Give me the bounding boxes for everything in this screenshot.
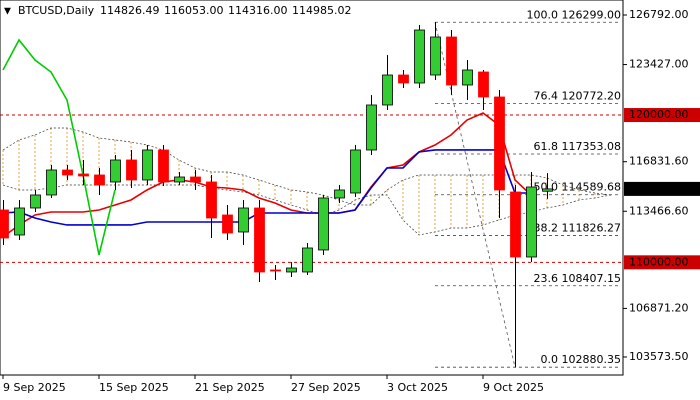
candle-body bbox=[110, 159, 121, 183]
header-value: 116053.00 bbox=[164, 4, 224, 17]
indicator-line bbox=[2, 38, 116, 256]
price-tag bbox=[624, 181, 700, 196]
candle-body bbox=[494, 96, 505, 191]
cloud-span-b bbox=[2, 184, 612, 236]
candle-body bbox=[14, 207, 25, 236]
header-value: 114826.49 bbox=[100, 4, 160, 17]
candle-body bbox=[0, 209, 9, 239]
plot-frame bbox=[0, 0, 624, 376]
level-tag bbox=[624, 255, 700, 270]
header-value: 114985.02 bbox=[292, 4, 352, 17]
candle-body bbox=[414, 29, 425, 84]
candle-body bbox=[126, 159, 137, 181]
candle-body bbox=[382, 74, 393, 106]
candle-body bbox=[238, 207, 249, 233]
candle-body bbox=[542, 188, 553, 192]
y-tick-label: 113466.60 bbox=[629, 204, 689, 217]
candle-body bbox=[142, 149, 153, 181]
candle-body bbox=[430, 36, 441, 76]
fib-label: 50.0 114589.68 bbox=[534, 181, 621, 194]
candle-body bbox=[446, 36, 457, 86]
fib-label: 61.8 117353.08 bbox=[534, 140, 621, 153]
x-tick-label: 15 Sep 2025 bbox=[99, 381, 169, 394]
level-tag-label: 110000.00 bbox=[629, 255, 689, 268]
candle-body bbox=[62, 169, 73, 176]
symbol: BTCUSD,Daily bbox=[18, 4, 95, 17]
x-tick-label: 27 Sep 2025 bbox=[291, 381, 361, 394]
candle-body bbox=[78, 173, 89, 177]
candle-body bbox=[318, 197, 329, 251]
y-tick-label: 126792.00 bbox=[629, 8, 689, 21]
candle-body bbox=[286, 267, 297, 273]
candle-body bbox=[254, 207, 265, 273]
fib-label: 100.0 126299.00 bbox=[527, 8, 621, 21]
x-tick-label: 21 Sep 2025 bbox=[195, 381, 265, 394]
x-tick-label: 9 Sep 2025 bbox=[3, 381, 66, 394]
candle-body bbox=[94, 174, 105, 186]
candle-body bbox=[334, 189, 345, 199]
candle-body bbox=[46, 169, 57, 196]
y-tick-label: 123427.00 bbox=[629, 58, 689, 71]
y-tick-label: 116831.60 bbox=[629, 155, 689, 168]
price-tag-label: 114985.02 bbox=[629, 182, 689, 195]
candle-body bbox=[526, 186, 537, 258]
candle-body bbox=[366, 104, 377, 151]
candle-body bbox=[158, 149, 169, 183]
level-tag-label: 120000.00 bbox=[629, 108, 689, 121]
candle-body bbox=[270, 269, 281, 272]
header-value: 114316.00 bbox=[228, 4, 288, 17]
candle-body bbox=[350, 149, 361, 194]
y-tick-label: 106871.20 bbox=[629, 301, 689, 314]
y-tick-label: 103573.50 bbox=[629, 350, 689, 363]
plot: 100.0 126299.00 76.4 120772.20 61.8 117353… bbox=[0, 8, 623, 368]
fib-label: 76.4 120772.20 bbox=[534, 90, 621, 103]
symbol-arrow: ▼ bbox=[4, 7, 11, 17]
candle-body bbox=[30, 194, 41, 209]
candle-body bbox=[174, 176, 185, 183]
cloud-span-a bbox=[2, 127, 612, 206]
candle-body bbox=[222, 214, 233, 234]
candle-body bbox=[510, 191, 521, 258]
candle-body bbox=[478, 71, 489, 98]
candle-body bbox=[398, 74, 409, 84]
indicator-line bbox=[2, 149, 531, 226]
fib-label: 0.0 102880.35 bbox=[541, 353, 621, 366]
x-tick-label: 9 Oct 2025 bbox=[483, 381, 544, 394]
candle-body bbox=[302, 247, 313, 273]
candle-body bbox=[190, 176, 201, 183]
candle-body bbox=[206, 181, 217, 219]
level-tag bbox=[624, 108, 700, 123]
fib-label: 23.6 108407.15 bbox=[534, 272, 621, 285]
fib-label: 38.2 111826.27 bbox=[534, 221, 621, 234]
fib-trend bbox=[434, 22, 516, 368]
x-tick-label: 3 Oct 2025 bbox=[387, 381, 448, 394]
candle-body bbox=[462, 69, 473, 86]
